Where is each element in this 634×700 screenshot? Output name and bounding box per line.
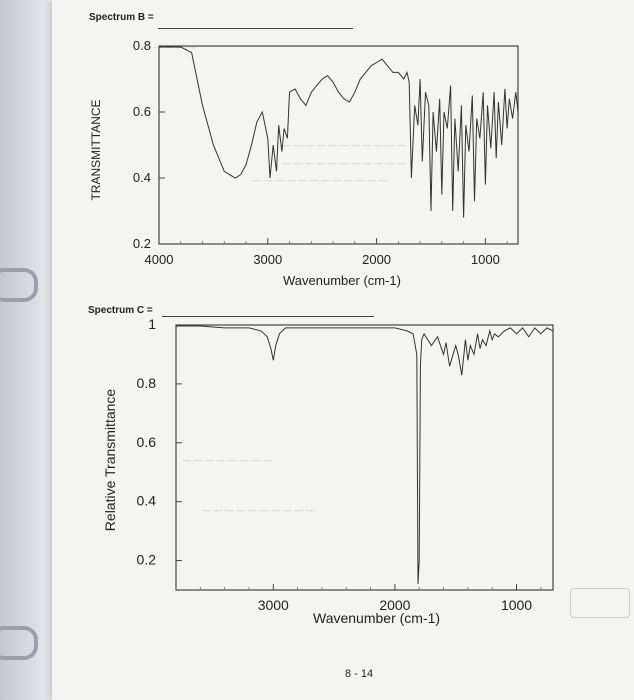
x-tick-label: 4000 [145, 252, 174, 267]
y-tick-label: 0.6 [133, 104, 151, 119]
y-tick-label: 0.4 [137, 493, 157, 509]
x-tick-label: 1000 [501, 597, 532, 613]
y-tick-label: 0.2 [137, 552, 157, 568]
x-tick-label: 2000 [379, 597, 410, 613]
spectrum-b-xlabel: Wavenumber (cm-1) [283, 273, 401, 288]
y-tick-label: 1 [148, 316, 156, 332]
y-tick-label: 0.8 [133, 38, 151, 53]
x-tick-label: 3000 [258, 597, 289, 613]
y-tick-label: 0.4 [133, 170, 151, 185]
spectrum-c-answer-blank[interactable] [162, 316, 374, 317]
page-number: 8 - 14 [345, 668, 374, 680]
bleed-through-text: — — — — — — — — — — [202, 505, 315, 515]
y-tick-label: 0.6 [137, 434, 157, 450]
spectrum-b-label: Spectrum B = [89, 12, 154, 23]
x-tick-label: 1000 [471, 252, 500, 267]
worksheet-page: — — — — — — — — — — — — — — — — — — — — … [52, 0, 634, 700]
bleed-through-text: — — — — — — — — — — — [282, 140, 407, 150]
x-tick-label: 2000 [362, 252, 391, 267]
bleed-through-text: — — — — — — — — — — — — [252, 175, 388, 185]
spectrum-b-answer-blank[interactable] [158, 28, 353, 29]
spectrum-line [176, 325, 554, 585]
spectrum-c-label: Spectrum C = [88, 305, 153, 316]
binder-edge [0, 0, 58, 700]
bleed-through-text: — — — — — — — — — — — [282, 158, 407, 168]
bleed-through-text: — — — — — — — — [182, 455, 272, 465]
binder-ring [0, 268, 38, 302]
y-tick-label: 0.8 [137, 375, 157, 391]
binder-ring [0, 626, 38, 660]
plot-frame [175, 324, 554, 591]
x-tick-label: 3000 [253, 252, 282, 267]
spectrum-c-xlabel: Wavenumber (cm-1) [313, 610, 441, 626]
overlay-button[interactable] [570, 588, 630, 618]
y-tick-label: 0.2 [133, 236, 151, 251]
plot-frame [158, 45, 519, 245]
spectrum-line [159, 46, 519, 218]
